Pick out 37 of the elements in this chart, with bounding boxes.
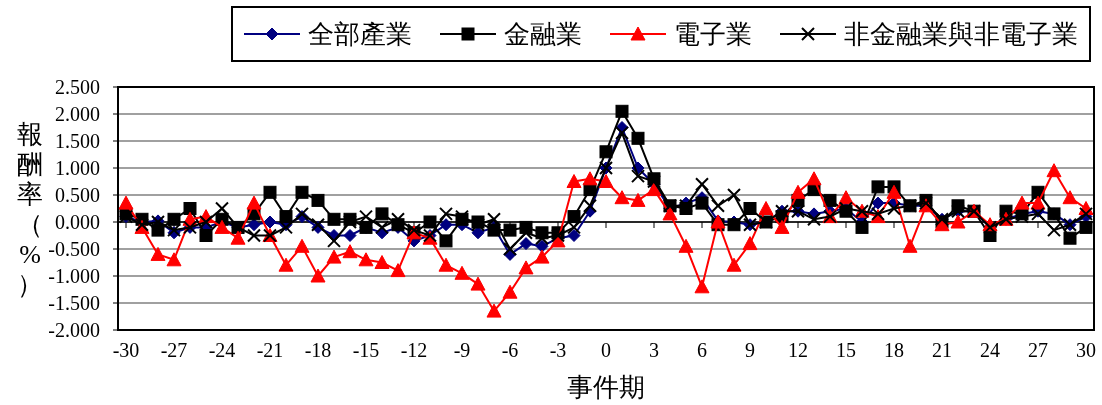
x-tick-label: 9 (745, 339, 755, 361)
x-tick-label: 0 (601, 339, 611, 361)
x-tick-label: -18 (304, 339, 332, 361)
x-tick-label: -9 (453, 339, 471, 361)
x-tick-label: 27 (1028, 339, 1048, 361)
y-tick-label: 1.000 (55, 157, 100, 179)
y-tick-label: -0.500 (48, 238, 100, 260)
x-tick-label: -27 (160, 339, 188, 361)
y-tick-label: -1.000 (48, 265, 100, 287)
legend-label: 金融業 (504, 20, 582, 49)
y-tick-label: -2.000 (48, 319, 100, 341)
x-tick-label: -3 (549, 339, 567, 361)
legend-label: 電子業 (674, 20, 752, 49)
y-tick-label: 2.000 (55, 103, 100, 125)
x-tick-label: 6 (697, 339, 707, 361)
x-axis-title: 事件期 (567, 373, 645, 402)
y-tick-label: 0.500 (55, 184, 100, 206)
y-tick-label: 1.500 (55, 130, 100, 152)
y-axis-title: 報酬率（%） (17, 119, 43, 299)
x-tick-label: 30 (1076, 339, 1096, 361)
x-tick-label: 3 (649, 339, 659, 361)
x-tick-label: -21 (256, 339, 284, 361)
y-tick-label: -1.500 (48, 292, 100, 314)
legend-label: 全部產業 (308, 20, 412, 49)
x-tick-label: -30 (112, 339, 140, 361)
x-tick-label: 21 (932, 339, 952, 361)
y-tick-label: 0.000 (55, 211, 100, 233)
x-tick-label: -24 (208, 339, 236, 361)
y-tick-label: 2.500 (55, 76, 100, 98)
x-tick-label: 24 (980, 339, 1000, 361)
legend-label: 非金融業與非電子業 (844, 20, 1078, 49)
x-tick-label: -15 (352, 339, 380, 361)
x-tick-label: 15 (836, 339, 856, 361)
x-tick-label: 12 (788, 339, 808, 361)
x-tick-label: -6 (501, 339, 519, 361)
x-tick-label: -12 (400, 339, 428, 361)
x-tick-label: 18 (884, 339, 904, 361)
